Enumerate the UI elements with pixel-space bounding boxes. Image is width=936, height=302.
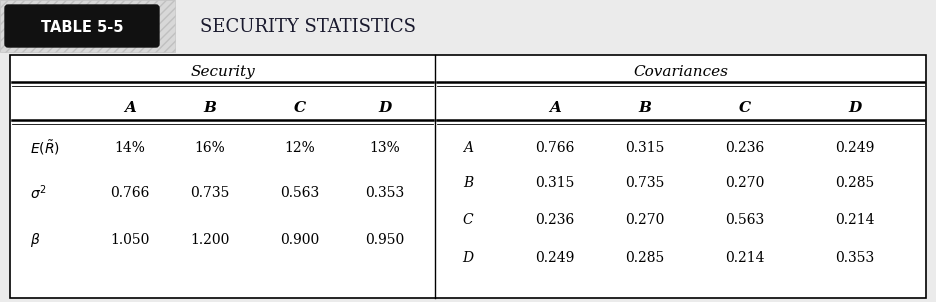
- Text: 0.766: 0.766: [535, 141, 575, 155]
- Text: 0.315: 0.315: [625, 141, 665, 155]
- Text: $\beta$: $\beta$: [30, 231, 40, 249]
- FancyBboxPatch shape: [5, 5, 159, 47]
- Text: A: A: [463, 141, 473, 155]
- Text: 0.563: 0.563: [725, 213, 765, 227]
- Text: Covariances: Covariances: [633, 65, 728, 79]
- Text: 0.249: 0.249: [835, 141, 874, 155]
- Text: 0.236: 0.236: [725, 141, 765, 155]
- Text: B: B: [203, 101, 216, 115]
- Text: 0.900: 0.900: [281, 233, 319, 247]
- Text: Security: Security: [190, 65, 255, 79]
- Text: 0.236: 0.236: [535, 213, 575, 227]
- Text: 0.214: 0.214: [835, 213, 875, 227]
- Text: B: B: [638, 101, 651, 115]
- Text: 0.249: 0.249: [535, 251, 575, 265]
- Text: 12%: 12%: [285, 141, 315, 155]
- Text: D: D: [462, 251, 474, 265]
- Text: 0.735: 0.735: [190, 186, 229, 200]
- Bar: [0, 0, 175, 52]
- Text: $\sigma^2$: $\sigma^2$: [30, 184, 47, 202]
- Text: 16%: 16%: [195, 141, 226, 155]
- Text: 14%: 14%: [114, 141, 145, 155]
- Text: 0.270: 0.270: [725, 176, 765, 190]
- Text: 1.200: 1.200: [190, 233, 229, 247]
- Bar: [0, 0, 175, 52]
- Text: 13%: 13%: [370, 141, 401, 155]
- Text: 0.353: 0.353: [365, 186, 404, 200]
- Text: D: D: [848, 101, 862, 115]
- Text: 0.285: 0.285: [625, 251, 665, 265]
- Text: 0.270: 0.270: [625, 213, 665, 227]
- Text: 0.315: 0.315: [535, 176, 575, 190]
- Text: A: A: [549, 101, 561, 115]
- Text: 0.766: 0.766: [110, 186, 150, 200]
- Text: 0.735: 0.735: [625, 176, 665, 190]
- Text: 0.950: 0.950: [365, 233, 404, 247]
- Text: TABLE 5-5: TABLE 5-5: [41, 20, 124, 34]
- Text: 0.563: 0.563: [281, 186, 319, 200]
- Text: C: C: [462, 213, 474, 227]
- Bar: [10, 55, 926, 298]
- Text: C: C: [294, 101, 306, 115]
- Text: A: A: [124, 101, 136, 115]
- Text: B: B: [463, 176, 473, 190]
- Text: C: C: [739, 101, 751, 115]
- Text: $E(\tilde{R})$: $E(\tilde{R})$: [30, 139, 60, 157]
- Text: 0.214: 0.214: [725, 251, 765, 265]
- Text: 0.353: 0.353: [835, 251, 874, 265]
- Text: 0.285: 0.285: [835, 176, 874, 190]
- Text: 1.050: 1.050: [110, 233, 150, 247]
- Text: SECURITY STATISTICS: SECURITY STATISTICS: [200, 18, 416, 36]
- Text: D: D: [378, 101, 391, 115]
